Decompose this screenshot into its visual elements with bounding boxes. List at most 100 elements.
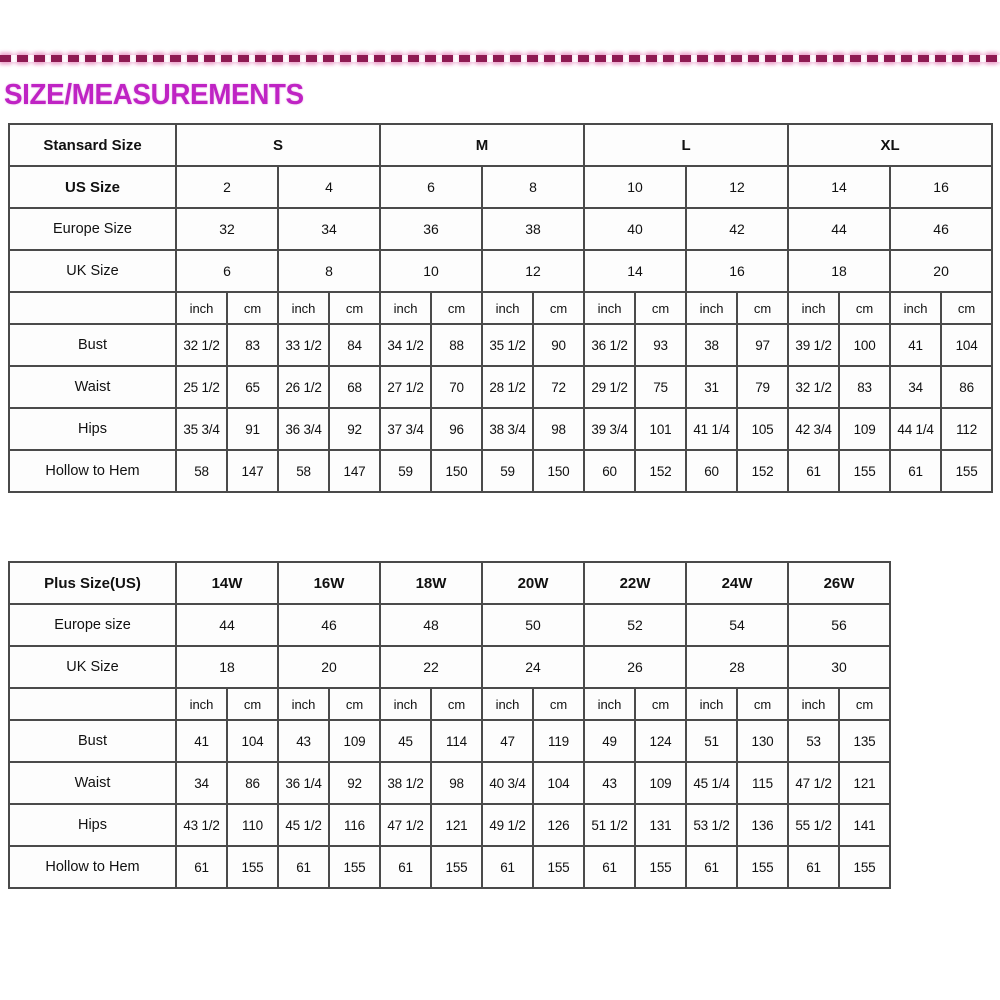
measurement-cm-value: 72 [532, 365, 586, 409]
unit-cm: cm [327, 291, 382, 325]
unit-cm: cm [532, 291, 586, 325]
cell-value: 10 [379, 249, 484, 293]
size-column-14w: 14W [175, 561, 279, 605]
measurement-label-waist: Waist [8, 761, 177, 805]
table-header-label: Plus Size(US) [8, 561, 177, 605]
cell-value: 44 [175, 603, 279, 647]
measurement-inch-value: 39 3/4 [583, 407, 637, 451]
measurement-inch-value: 45 [379, 719, 432, 763]
measurement-inch-value: 47 1/2 [787, 761, 840, 805]
measurement-row: Waist 34 86 36 1/4 92 38 1/2 98 40 3/4 104 43 109 4… [8, 761, 891, 805]
unit-inch: inch [175, 291, 228, 325]
measurement-inch-value: 41 [175, 719, 228, 763]
cell-value: 46 [889, 207, 994, 251]
measurement-cm-value: 92 [327, 407, 382, 451]
cell-value: 38 [481, 207, 586, 251]
measurement-inch-value: 38 3/4 [481, 407, 535, 451]
measurement-cm-value: 155 [634, 845, 687, 889]
measurement-cm-value: 126 [532, 803, 585, 847]
measurement-inch-value: 61 [685, 845, 738, 889]
unit-cm: cm [430, 291, 484, 325]
measurement-inch-value: 60 [583, 449, 637, 493]
measurement-row: Hollow to Hem 61 155 61 155 61 155 61 155 61 155 61… [8, 845, 891, 889]
unit-inch: inch [787, 291, 841, 325]
cell-value: 54 [685, 603, 789, 647]
measurement-inch-value: 58 [277, 449, 330, 493]
unit-cm: cm [634, 291, 688, 325]
measurement-inch-value: 61 [787, 845, 840, 889]
measurement-cm-value: 86 [940, 365, 994, 409]
measurement-cm-value: 114 [430, 719, 483, 763]
row-label-uk-size: UK Size [8, 645, 177, 689]
cell-value: 56 [787, 603, 891, 647]
unit-cm: cm [532, 687, 585, 721]
measurement-cm-value: 131 [634, 803, 687, 847]
cell-value: 30 [787, 645, 891, 689]
measurement-cm-value: 155 [328, 845, 381, 889]
cell-value: 42 [685, 207, 790, 251]
row-label-europe-size: Europe Size [8, 207, 177, 251]
unit-inch: inch [685, 291, 739, 325]
measurement-inch-value: 49 [583, 719, 636, 763]
unit-inch: inch [583, 291, 637, 325]
measurement-inch-value: 45 1/4 [685, 761, 738, 805]
unit-inch: inch [583, 687, 636, 721]
measurement-cm-value: 109 [328, 719, 381, 763]
size-column-20w: 20W [481, 561, 585, 605]
measurement-cm-value: 109 [838, 407, 892, 451]
cell-value: 6 [379, 165, 484, 209]
measurement-cm-value: 104 [226, 719, 279, 763]
measurement-inch-value: 43 1/2 [175, 803, 228, 847]
cell-value: 28 [685, 645, 789, 689]
measurement-cm-value: 84 [327, 323, 382, 367]
measurement-row: Hips 35 3/4 91 36 3/4 92 37 3/4 96 38 3/4 98 39 3… [8, 407, 994, 451]
unit-inch: inch [379, 291, 433, 325]
measurement-cm-value: 110 [226, 803, 279, 847]
size-group-xl: XL [787, 123, 994, 167]
cell-value: 36 [379, 207, 484, 251]
table-row: Europe size 44 46 48 50 52 54 56 [8, 603, 891, 647]
unit-cm: cm [226, 291, 279, 325]
unit-cm: cm [838, 687, 891, 721]
table-header-row: Stansard Size S M L XL [8, 123, 994, 167]
measurement-inch-value: 32 1/2 [787, 365, 841, 409]
unit-row-empty-label [8, 291, 177, 325]
measurement-cm-value: 70 [430, 365, 484, 409]
measurement-inch-value: 41 [889, 323, 943, 367]
cell-value: 20 [889, 249, 994, 293]
measurement-cm-value: 155 [940, 449, 994, 493]
unit-cm: cm [736, 687, 789, 721]
unit-inch: inch [481, 687, 534, 721]
cell-value: 16 [685, 249, 790, 293]
measurement-cm-value: 119 [532, 719, 585, 763]
measurement-cm-value: 155 [736, 845, 789, 889]
cell-value: 26 [583, 645, 687, 689]
measurement-inch-value: 26 1/2 [277, 365, 330, 409]
measurement-cm-value: 152 [634, 449, 688, 493]
measurement-inch-value: 38 1/2 [379, 761, 432, 805]
cell-value: 14 [787, 165, 892, 209]
measurement-label-bust: Bust [8, 719, 177, 763]
measurement-cm-value: 115 [736, 761, 789, 805]
cell-value: 6 [175, 249, 279, 293]
measurement-inch-value: 43 [277, 719, 330, 763]
table-row: US Size 2 4 6 8 10 12 14 16 [8, 165, 994, 209]
measurement-cm-value: 101 [634, 407, 688, 451]
unit-inch: inch [685, 687, 738, 721]
measurement-inch-value: 55 1/2 [787, 803, 840, 847]
size-group-l: L [583, 123, 790, 167]
measurement-inch-value: 36 3/4 [277, 407, 330, 451]
measurement-inch-value: 42 3/4 [787, 407, 841, 451]
cell-value: 18 [175, 645, 279, 689]
cell-value: 12 [685, 165, 790, 209]
measurement-label-hollow-to-hem: Hollow to Hem [8, 845, 177, 889]
measurement-inch-value: 51 [685, 719, 738, 763]
cell-value: 12 [481, 249, 586, 293]
measurement-cm-value: 100 [838, 323, 892, 367]
unit-row-empty-label [8, 687, 177, 721]
measurement-cm-value: 79 [736, 365, 790, 409]
unit-cm: cm [328, 687, 381, 721]
measurement-cm-value: 141 [838, 803, 891, 847]
unit-inch: inch [175, 687, 228, 721]
measurement-cm-value: 116 [328, 803, 381, 847]
